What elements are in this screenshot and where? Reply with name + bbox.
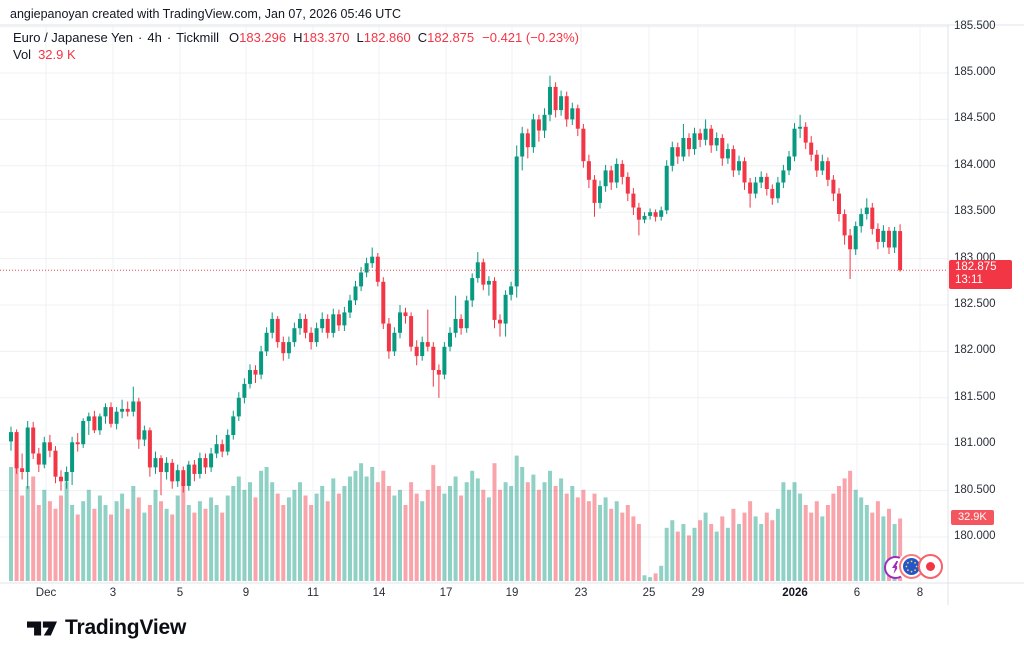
eu-flag-glyph	[903, 558, 920, 575]
price-axis-label: 180.000	[954, 530, 996, 542]
close-value: 182.875	[427, 30, 475, 45]
attribution-text: angiepanoyan created with TradingView.co…	[10, 7, 401, 21]
interval-label[interactable]: 4h	[147, 30, 162, 45]
volume-value: 32.9 K	[38, 47, 76, 62]
time-axis-label: 29	[691, 587, 705, 599]
price-axis-label: 185.500	[954, 20, 996, 32]
time-axis-label: 17	[439, 587, 453, 599]
time-axis-label: 25	[642, 587, 656, 599]
price-axis-label: 183.500	[954, 205, 996, 217]
tradingview-logo[interactable]: TradingView	[27, 616, 186, 640]
flash-icon	[892, 561, 899, 574]
time-axis-label: Dec	[35, 587, 57, 599]
legend-row-volume: Vol 32.9 K	[13, 46, 579, 63]
jp-flag-dot	[926, 562, 935, 571]
time-axis-label: 9	[242, 587, 250, 599]
time-axis-label: 11	[307, 587, 319, 599]
time-axis-label: 23	[574, 587, 588, 599]
exchange-label: Tickmill	[176, 30, 219, 45]
time-axis-label: 19	[505, 587, 519, 599]
price-axis-label: 184.500	[954, 112, 996, 124]
bar-countdown: 13:11	[955, 274, 983, 286]
price-axis-label: 182.000	[954, 344, 996, 356]
chart-legend: Euro / Japanese Yen · 4h · Tickmill O183.296 H…	[13, 29, 579, 63]
low-label: L	[356, 30, 364, 45]
price-axis-label: 181.500	[954, 391, 996, 403]
time-axis-label: 6	[853, 587, 861, 599]
legend-separator: ·	[166, 30, 172, 45]
current-price-value: 182.875	[955, 261, 997, 273]
close-label: C	[417, 30, 428, 45]
price-axis-label: 182.500	[954, 298, 996, 310]
symbol-title[interactable]: Euro / Japanese Yen	[13, 30, 133, 45]
low-value: 182.860	[363, 30, 411, 45]
price-axis-label: 185.000	[954, 66, 996, 78]
price-axis-label: 181.000	[954, 437, 996, 449]
legend-row-symbol: Euro / Japanese Yen · 4h · Tickmill O183.296 H…	[13, 29, 579, 46]
high-value: 183.370	[302, 30, 350, 45]
change-value: −0.421 (−0.23%)	[482, 30, 579, 45]
ohlc-values: O183.296 H183.370 L182.860 C182.875 −0.421 (…	[229, 30, 579, 45]
current-price-badge: 182.875 13:11	[949, 260, 1012, 289]
time-axis-label: 2026	[782, 587, 808, 599]
time-axis-label: 3	[109, 587, 117, 599]
time-axis-label: 8	[916, 587, 924, 599]
tradingview-logo-text: TradingView	[65, 616, 187, 639]
chart-pane[interactable]	[0, 25, 948, 583]
open-label: O	[229, 30, 240, 45]
volume-label: Vol	[13, 47, 32, 62]
time-axis-label: 5	[176, 587, 184, 599]
current-volume-badge: 32.9K	[951, 510, 994, 525]
tradingview-logo-icon	[27, 620, 57, 636]
time-axis-label: 14	[372, 587, 386, 599]
price-axis-label: 184.000	[954, 159, 996, 171]
open-value: 183.296	[239, 30, 287, 45]
price-axis-label: 180.500	[954, 484, 996, 496]
jpy-flag-icon	[918, 554, 943, 579]
legend-separator: ·	[138, 30, 143, 45]
high-label: H	[293, 30, 303, 45]
